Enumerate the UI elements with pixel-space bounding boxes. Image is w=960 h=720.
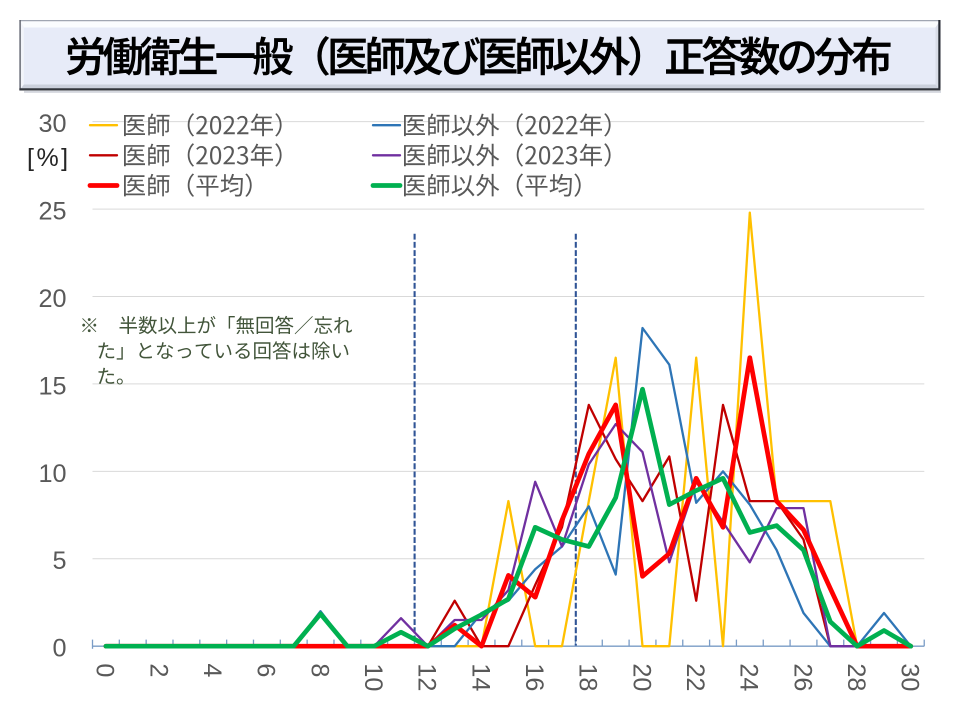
- svg-text:8: 8: [305, 663, 333, 677]
- svg-text:20: 20: [38, 285, 66, 313]
- svg-text:2: 2: [144, 663, 172, 677]
- svg-text:20: 20: [627, 663, 655, 691]
- svg-text:10: 10: [38, 460, 66, 488]
- svg-text:28: 28: [842, 663, 870, 691]
- svg-text:6: 6: [252, 663, 280, 677]
- svg-text:4: 4: [198, 663, 226, 677]
- svg-text:18: 18: [574, 663, 602, 691]
- svg-text:25: 25: [38, 198, 66, 226]
- svg-text:26: 26: [788, 663, 816, 691]
- svg-text:16: 16: [520, 663, 548, 691]
- svg-text:30: 30: [896, 663, 924, 691]
- svg-text:22: 22: [681, 663, 709, 691]
- svg-text:30: 30: [38, 110, 66, 138]
- svg-text:0: 0: [52, 635, 66, 663]
- svg-text:0: 0: [91, 663, 119, 677]
- svg-text:14: 14: [466, 663, 494, 691]
- svg-text:12: 12: [413, 663, 441, 691]
- svg-text:[%]: [%]: [27, 144, 71, 172]
- svg-text:15: 15: [38, 372, 66, 400]
- svg-text:24: 24: [735, 663, 763, 691]
- svg-text:10: 10: [359, 663, 387, 691]
- svg-text:5: 5: [52, 547, 66, 575]
